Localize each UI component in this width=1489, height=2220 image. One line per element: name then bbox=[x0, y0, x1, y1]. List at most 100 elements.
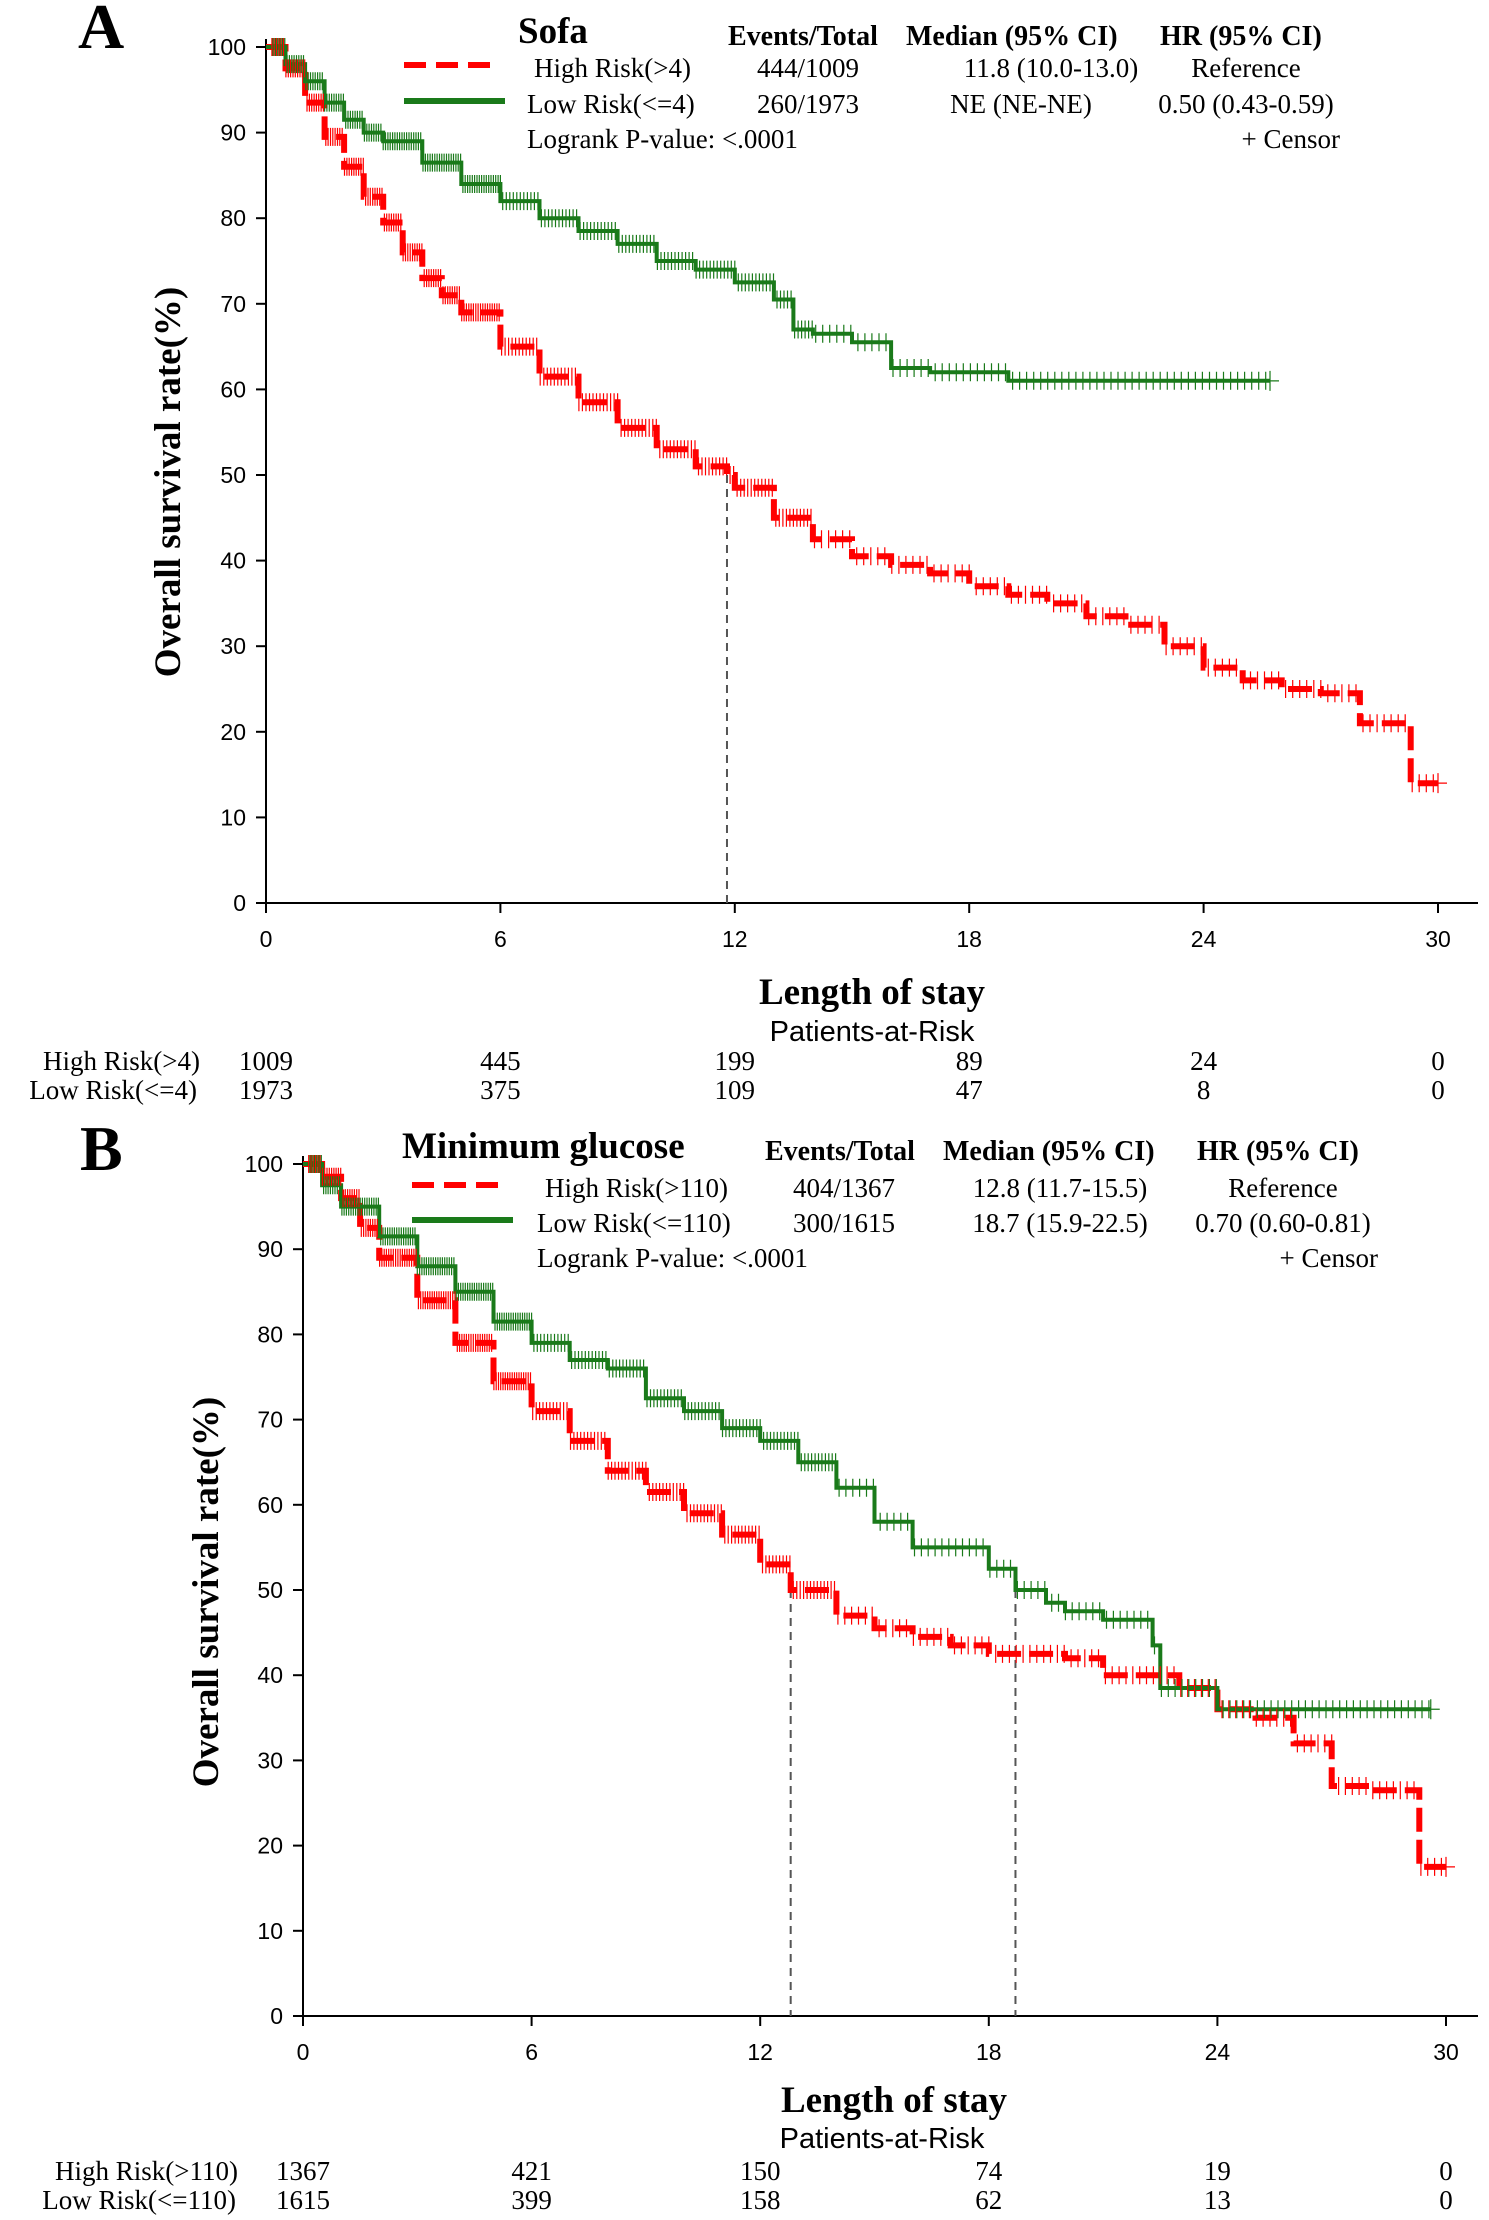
at-risk-value: 62 bbox=[975, 2185, 1002, 2215]
at-risk-value: 8 bbox=[1197, 1075, 1211, 1105]
legend-hr-high: Reference bbox=[1191, 53, 1300, 83]
panel-letter: B bbox=[80, 1113, 123, 1184]
high-risk-censor-marks bbox=[271, 38, 1447, 794]
legend-events-low: 260/1973 bbox=[757, 89, 859, 119]
at-risk-value: 13 bbox=[1204, 2185, 1231, 2215]
y-tick-label: 50 bbox=[257, 1577, 283, 1603]
y-tick-label: 0 bbox=[233, 890, 246, 916]
at-risk-value: 89 bbox=[956, 1046, 983, 1076]
legend-header-hr: HR (95% CI) bbox=[1160, 21, 1322, 52]
high-risk-censor-marks bbox=[308, 1155, 1455, 1877]
at-risk-value: 1009 bbox=[239, 1046, 293, 1076]
legend-header-events: Events/Total bbox=[728, 21, 878, 52]
at-risk-value: 0 bbox=[1431, 1075, 1445, 1105]
x-axis-title: Length of stay bbox=[759, 972, 986, 1013]
at-risk-label-low: Low Risk(<=4) bbox=[29, 1075, 197, 1105]
y-tick-label: 10 bbox=[257, 1918, 283, 1944]
legend-median-high: 12.8 (11.7-15.5) bbox=[973, 1173, 1147, 1203]
at-risk-label-high: High Risk(>110) bbox=[55, 2156, 238, 2186]
y-axis-title: Overall survival rate(%) bbox=[186, 1397, 227, 1787]
chart-svg-b: B 0 10 20 30 40 50 60 70 80 90 100 0 6 12 18 24 30 Overa… bbox=[42, 1113, 1478, 2215]
y-tick-label: 90 bbox=[220, 120, 246, 146]
at-risk-title: Patients-at-Risk bbox=[770, 1016, 975, 1048]
x-tick-label: 12 bbox=[747, 2039, 773, 2065]
y-tick-label: 100 bbox=[208, 34, 246, 60]
y-tick-label: 10 bbox=[220, 804, 246, 830]
x-tick-label: 6 bbox=[525, 2039, 538, 2065]
legend-censor: + Censor bbox=[1280, 1243, 1378, 1273]
at-risk-title: Patients-at-Risk bbox=[780, 2123, 985, 2155]
legend-label-low: Low Risk(<=110) bbox=[537, 1208, 731, 1238]
y-tick-label: 80 bbox=[257, 1321, 283, 1347]
legend-header-events: Events/Total bbox=[765, 1136, 915, 1167]
x-tick-label: 0 bbox=[260, 926, 273, 952]
at-risk-value: 0 bbox=[1439, 2156, 1453, 2186]
x-tick-label: 18 bbox=[956, 926, 982, 952]
panel-letter: A bbox=[78, 0, 124, 62]
legend-logrank: Logrank P-value: <.0001 bbox=[527, 124, 798, 154]
legend-median-low: NE (NE-NE) bbox=[950, 89, 1092, 119]
y-tick-label: 60 bbox=[257, 1492, 283, 1518]
at-risk-value: 24 bbox=[1190, 1046, 1218, 1076]
y-tick-label: 60 bbox=[220, 376, 246, 402]
at-risk-label-high: High Risk(>4) bbox=[43, 1046, 200, 1076]
at-risk-value: 199 bbox=[715, 1046, 756, 1076]
y-tick-label: 20 bbox=[220, 719, 246, 745]
y-tick-label: 90 bbox=[257, 1236, 283, 1262]
x-tick-label: 24 bbox=[1191, 926, 1217, 952]
legend-hr-low: 0.50 (0.43-0.59) bbox=[1158, 89, 1333, 119]
legend-label-low: Low Risk(<=4) bbox=[527, 89, 695, 119]
legend-header-median: Median (95% CI) bbox=[943, 1136, 1155, 1167]
at-risk-value: 158 bbox=[740, 2185, 781, 2215]
legend-hr-high: Reference bbox=[1228, 1173, 1337, 1203]
at-risk-value: 109 bbox=[715, 1075, 756, 1105]
at-risk-value: 445 bbox=[480, 1046, 521, 1076]
low-risk-censor-marks bbox=[309, 1155, 1440, 1720]
x-tick-label: 6 bbox=[494, 926, 507, 952]
y-tick-label: 70 bbox=[257, 1407, 283, 1433]
x-tick-label: 0 bbox=[297, 2039, 310, 2065]
survival-chart-a: A 0 10 20 30 40 50 60 70 80 90 100 0 6 12 18 24 30 Overa… bbox=[29, 0, 1478, 1105]
high-risk-curve bbox=[266, 44, 1438, 787]
at-risk-value: 375 bbox=[480, 1075, 521, 1105]
legend-events-high: 404/1367 bbox=[793, 1173, 895, 1203]
x-tick-label: 30 bbox=[1425, 926, 1451, 952]
at-risk-value: 47 bbox=[956, 1075, 983, 1105]
y-axis-title: Overall survival rate(%) bbox=[148, 287, 189, 677]
at-risk-value: 19 bbox=[1204, 2156, 1231, 2186]
legend-header-hr: HR (95% CI) bbox=[1197, 1136, 1359, 1167]
y-tick-label: 40 bbox=[257, 1662, 283, 1688]
legend-title: Minimum glucose bbox=[402, 1126, 685, 1167]
legend-median-low: 18.7 (15.9-22.5) bbox=[972, 1208, 1147, 1238]
at-risk-value: 0 bbox=[1431, 1046, 1445, 1076]
y-tick-label: 100 bbox=[245, 1151, 283, 1177]
at-risk-value: 74 bbox=[975, 2156, 1003, 2186]
at-risk-value: 421 bbox=[511, 2156, 552, 2186]
x-tick-label: 18 bbox=[976, 2039, 1002, 2065]
at-risk-value: 399 bbox=[511, 2185, 552, 2215]
at-risk-value: 150 bbox=[740, 2156, 781, 2186]
legend-censor: + Censor bbox=[1242, 124, 1340, 154]
at-risk-value: 0 bbox=[1439, 2185, 1453, 2215]
at-risk-value: 1973 bbox=[239, 1075, 293, 1105]
at-risk-label-low: Low Risk(<=110) bbox=[42, 2185, 236, 2215]
x-axis-title: Length of stay bbox=[781, 2080, 1008, 2121]
x-tick-label: 12 bbox=[722, 926, 748, 952]
low-risk-curve bbox=[303, 1162, 1431, 1712]
legend-label-high: High Risk(>4) bbox=[534, 53, 691, 83]
y-tick-label: 30 bbox=[220, 633, 246, 659]
legend-events-low: 300/1615 bbox=[793, 1208, 895, 1238]
low-risk-censor-marks bbox=[272, 38, 1280, 391]
at-risk-value: 1615 bbox=[276, 2185, 330, 2215]
legend-median-high: 11.8 (10.0-13.0) bbox=[964, 53, 1138, 83]
y-tick-label: 70 bbox=[220, 291, 246, 317]
legend-hr-low: 0.70 (0.60-0.81) bbox=[1195, 1208, 1370, 1238]
legend-events-high: 444/1009 bbox=[757, 53, 859, 83]
low-risk-curve bbox=[266, 45, 1270, 383]
y-tick-label: 0 bbox=[270, 2003, 283, 2029]
legend-header-median: Median (95% CI) bbox=[906, 21, 1118, 52]
legend-title: Sofa bbox=[518, 11, 588, 52]
legend-label-high: High Risk(>110) bbox=[545, 1173, 728, 1203]
x-tick-label: 24 bbox=[1205, 2039, 1231, 2065]
